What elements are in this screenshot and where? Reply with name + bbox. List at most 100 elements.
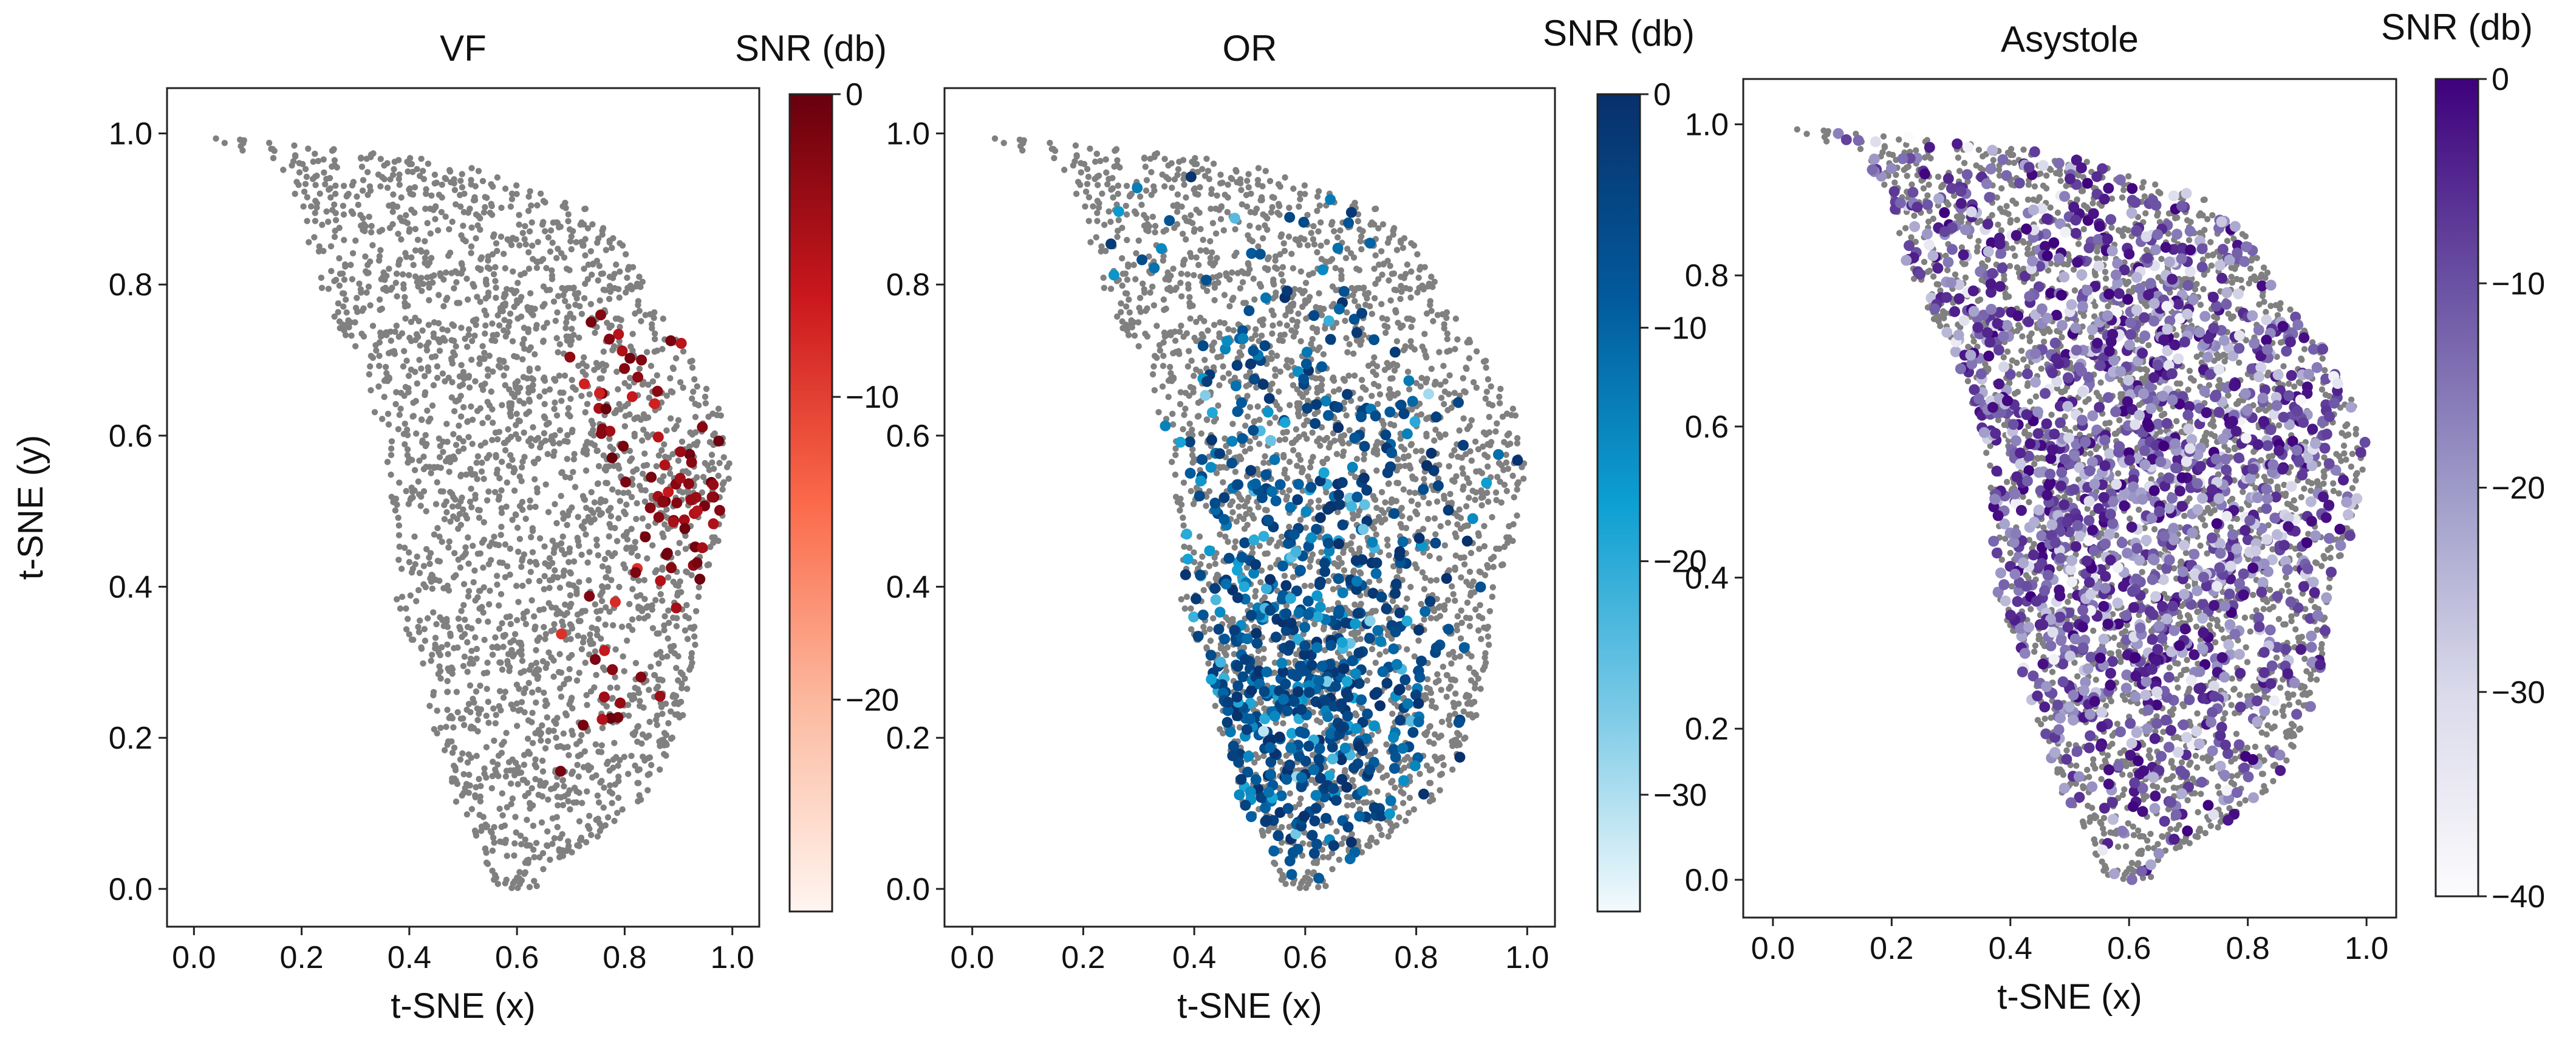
data-point-unlabeled [1223,270,1229,277]
data-point-unlabeled [509,517,516,523]
data-point-unlabeled [578,393,585,399]
data-point-unlabeled [1073,190,1080,197]
data-point-unlabeled [553,520,560,527]
data-point-unlabeled [1274,352,1280,359]
data-point-unlabeled [705,561,712,568]
data-point-unlabeled [566,666,573,673]
data-point-unlabeled [1472,606,1479,613]
data-point-snr [635,671,647,683]
data-point-unlabeled [364,191,371,198]
data-point-unlabeled [529,740,536,747]
data-point-unlabeled [443,724,449,730]
data-point-unlabeled [648,761,655,769]
data-point-unlabeled [1477,685,1484,692]
data-point-unlabeled [504,853,510,859]
data-point-unlabeled [422,255,429,261]
data-point-unlabeled [497,659,504,666]
data-point-unlabeled [468,486,474,492]
data-point-unlabeled [370,150,377,157]
data-point-unlabeled [312,218,319,224]
data-point-unlabeled [643,462,651,469]
data-point-unlabeled [1297,517,1304,523]
data-point-unlabeled [1299,467,1306,473]
data-point-unlabeled [1455,740,1462,747]
data-point-unlabeled [422,389,429,396]
data-point-unlabeled [528,785,535,792]
data-point-unlabeled [529,689,536,696]
data-point-unlabeled [1489,402,1496,409]
data-point-unlabeled [405,385,412,392]
data-point-unlabeled [531,877,538,885]
data-point-unlabeled [485,719,492,726]
data-point-unlabeled [1422,352,1429,359]
colorbar-tick-label: 0 [846,77,863,112]
data-point-unlabeled [426,554,432,561]
data-point-unlabeled [1207,238,1214,245]
data-point-unlabeled [513,182,520,189]
data-point-unlabeled [651,672,658,679]
data-point-unlabeled [358,163,366,170]
data-point-unlabeled [1260,235,1266,242]
data-point-unlabeled [1232,469,1239,475]
data-point-unlabeled [457,473,464,479]
data-point-unlabeled [541,430,548,437]
data-point-unlabeled [592,329,598,336]
data-point-unlabeled [1220,363,1226,370]
data-point-unlabeled [511,290,518,297]
data-point-unlabeled [1328,256,1336,263]
data-point-unlabeled [472,634,479,641]
data-point-unlabeled [389,284,395,291]
data-point-unlabeled [542,481,549,488]
data-point-unlabeled [695,593,702,600]
data-point-unlabeled [400,271,406,278]
data-point-unlabeled [544,451,551,458]
data-point-unlabeled [666,619,672,626]
data-point-unlabeled [306,239,312,245]
data-point-unlabeled [470,660,476,667]
data-point-unlabeled [565,303,572,310]
data-point-unlabeled [1172,337,1179,344]
data-point-unlabeled [1404,646,1410,653]
data-point-unlabeled [480,537,488,543]
data-point-unlabeled [480,584,487,591]
data-point-unlabeled [564,744,571,750]
data-point-unlabeled [1160,296,1167,303]
data-point-unlabeled [643,734,650,741]
data-point-unlabeled [539,768,547,775]
data-point-unlabeled [551,448,558,455]
data-point-unlabeled [441,747,448,753]
data-point-unlabeled [502,265,508,272]
data-point-unlabeled [412,314,419,321]
data-point-unlabeled [1295,311,1302,317]
data-point-unlabeled [1494,473,1501,481]
data-point-unlabeled [455,526,462,532]
data-point-unlabeled [1126,296,1132,303]
data-point-unlabeled [480,209,488,216]
data-point-unlabeled [434,227,442,234]
data-point-unlabeled [266,140,273,146]
data-point-unlabeled [584,702,590,709]
data-point-unlabeled [1441,606,1448,613]
data-point-unlabeled [1155,409,1162,416]
data-point-unlabeled [296,169,303,176]
data-point-unlabeled [1285,233,1293,240]
data-point-unlabeled [631,416,638,422]
data-point-unlabeled [688,650,695,657]
data-point-unlabeled [1238,187,1245,193]
data-point-unlabeled [624,536,631,543]
data-point-unlabeled [1229,421,1236,427]
data-point-unlabeled [626,692,634,699]
data-point-unlabeled [411,467,419,473]
data-point-unlabeled [593,360,600,366]
data-point-unlabeled [651,348,658,355]
data-point-unlabeled [526,228,533,235]
data-point-unlabeled [462,616,468,623]
data-point-unlabeled [1392,784,1398,791]
data-point-unlabeled [460,581,468,588]
data-point-unlabeled [388,451,395,458]
data-point-unlabeled [1272,366,1279,372]
data-point-unlabeled [460,662,467,670]
data-point-unlabeled [1294,462,1300,469]
data-point-unlabeled [600,348,607,355]
data-point-unlabeled [1197,561,1204,568]
